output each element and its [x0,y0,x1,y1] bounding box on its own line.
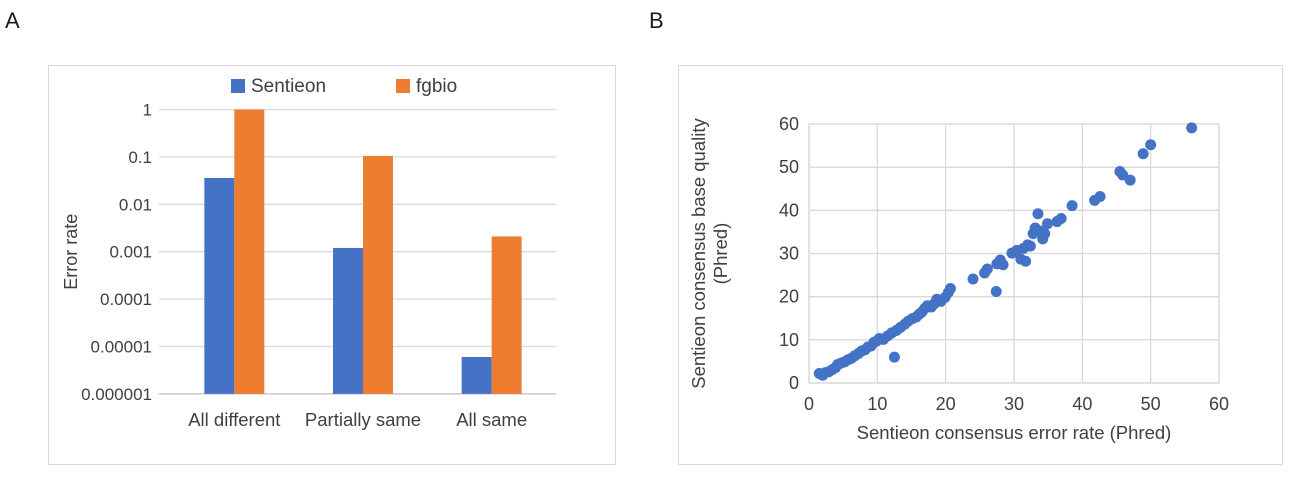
bar-chart-y-tick-label: 0.00001 [91,338,152,357]
scatter-y-tick-label: 30 [779,244,799,264]
legend-label-fgbio: fgbio [416,76,457,97]
bar-chart-y-axis-title: Error rate [61,214,81,290]
scatter-point [990,285,1002,297]
scatter-point [1124,174,1136,186]
consensus-quality-scatter-chart: 0 10 20 30 40 50 60 0 10 20 30 40 50 60 Sentieon conse… [688,114,1229,443]
bar-chart-y-tick-label: 1 [143,101,152,120]
bar-sentieon-2 [333,247,363,394]
scatter-y-axis-title-line2: (Phred) [710,223,731,285]
bar-sentieon-3 [461,357,492,394]
scatter-point [997,259,1009,271]
error-rate-bar-chart-panel: 1 0.1 0.01 0.001 0.0001 0.00001 0.000001 All di… [48,65,616,465]
scatter-y-axis-title-line1: Sentieon consensus base quality [688,118,709,389]
bar-chart-y-tick-label: 0.000001 [81,385,152,404]
scatter-point [1039,228,1051,240]
scatter-y-tick-label: 40 [779,200,799,220]
scatter-x-tick-label: 0 [804,394,814,414]
bar-sentieon-1 [204,177,235,394]
scatter-point [1032,208,1044,220]
scatter-y-tick-label: 0 [789,373,799,393]
scatter-point [967,273,979,285]
scatter-point [1186,122,1198,134]
scatter-plot-border [808,123,1220,384]
scatter-x-tick-label: 50 [1141,394,1161,414]
bar-fgbio-3 [491,236,522,394]
legend-swatch-sentieon [231,79,245,93]
scatter-x-tick-label: 20 [936,394,956,414]
scatter-point [1137,148,1149,160]
legend-label-sentieon: Sentieon [251,76,326,97]
bar-chart-category-label: All different [188,409,280,430]
scatter-point [981,263,993,275]
bar-chart-y-tick-label: 0.0001 [100,290,152,309]
bar-fgbio-2 [363,155,393,394]
scatter-point [1145,139,1157,151]
scatter-x-tick-label: 10 [867,394,887,414]
scatter-y-tick-label: 60 [779,114,799,134]
scatter-point [944,282,956,294]
scatter-x-axis-title: Sentieon consensus error rate (Phred) [857,422,1172,443]
bar-chart-y-tick-label: 0.001 [109,243,152,262]
scatter-point [1094,191,1106,203]
scatter-x-tick-label: 60 [1209,394,1229,414]
legend-swatch-fgbio [396,79,410,93]
scatter-point [1041,218,1053,230]
scatter-x-tick-label: 40 [1072,394,1092,414]
scatter-y-tick-label: 20 [779,287,799,307]
panel-a-label: A [5,8,20,33]
consensus-quality-scatter-panel: 0 10 20 30 40 50 60 0 10 20 30 40 50 60 Sentieon conse… [678,65,1283,465]
bar-chart-y-tick-label: 0.01 [119,195,152,214]
scatter-y-tick-label: 50 [779,157,799,177]
bar-chart-category-label: All same [456,409,527,430]
scatter-point [1020,255,1032,267]
scatter-point [888,351,900,363]
panel-b-label: B [649,8,664,33]
error-rate-bar-chart: 1 0.1 0.01 0.001 0.0001 0.00001 0.000001 All di… [61,76,556,430]
scatter-y-tick-label: 10 [779,330,799,350]
bar-fgbio-1 [234,109,265,394]
bar-chart-category-label: Partially same [305,409,421,430]
scatter-x-tick-label: 30 [1004,394,1024,414]
scatter-point [1055,213,1067,225]
scatter-point [1024,240,1036,252]
scatter-point [1066,200,1078,212]
bar-chart-y-tick-label: 0.1 [128,148,152,167]
